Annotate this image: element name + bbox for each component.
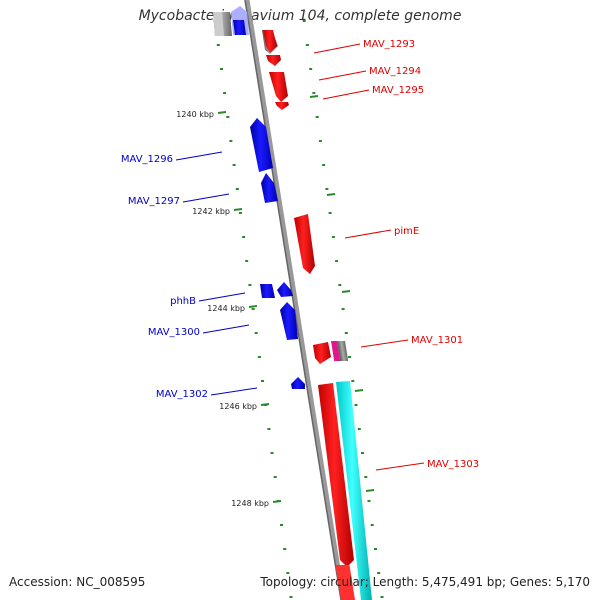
guide-dot: [338, 284, 342, 286]
gene-arrow-mav-1293[interactable]: [263, 30, 277, 53]
guide-dot: [257, 356, 261, 358]
guide-dot: [216, 44, 220, 46]
guide-dot: [351, 380, 355, 382]
guide-dot: [280, 524, 283, 526]
guide-dot: [335, 260, 339, 262]
guide-dot: [374, 548, 377, 550]
guide-dot: [364, 476, 368, 478]
guide-dot: [289, 596, 293, 598]
guide-dot: [270, 452, 274, 454]
scale-ticks: 1240 kbp 1242 kbp 1244 kbp 1246 kbp 1248…: [176, 95, 375, 508]
guide-dot: [357, 428, 361, 430]
guide-dot: [273, 476, 277, 478]
genome-backbone-shade: [244, 0, 342, 600]
reverse-gene-labels: MAV_1296 MAV_1297 phhB MAV_1300 MAV_1302: [121, 151, 258, 400]
gene-label-mav-1300[interactable]: MAV_1300: [148, 327, 200, 338]
guide-dot: [283, 548, 287, 550]
gene-label-mav-1303[interactable]: MAV_1303: [427, 459, 479, 470]
genome-backbone: [244, 0, 346, 600]
guide-dot: [245, 260, 249, 262]
gene-arrow-pime[interactable]: [294, 214, 315, 274]
gene-label-mav-1294[interactable]: MAV_1294: [369, 66, 421, 77]
guide-dot: [254, 332, 258, 334]
guide-dot: [305, 44, 309, 46]
guide-dot: [242, 236, 246, 238]
guide-dot: [370, 524, 374, 526]
guide-dot: [261, 380, 264, 382]
gene-arrow-mav-1300[interactable]: [280, 302, 298, 340]
guide-dot: [348, 356, 352, 358]
guide-dot: [315, 116, 319, 118]
gene-arrow-mav-1295[interactable]: [269, 72, 289, 110]
guide-dot: [354, 404, 358, 406]
guide-dot: [312, 92, 316, 94]
outer-dotted-guide: [302, 20, 384, 598]
gene-label-mav-1297[interactable]: MAV_1297: [128, 196, 180, 207]
tick-label: 1248 kbp: [231, 499, 269, 508]
gene-arrow-mav-1297[interactable]: [261, 173, 278, 203]
gene-label-mav-1293[interactable]: MAV_1293: [363, 39, 415, 50]
gene-label-mav-1302[interactable]: MAV_1302: [156, 389, 208, 400]
gene-arrow-mav-1294[interactable]: [266, 55, 281, 66]
guide-dot: [286, 572, 290, 574]
guide-dot: [309, 68, 313, 70]
guide-dot: [267, 428, 271, 430]
guide-dot: [226, 116, 230, 118]
tick-label: 1242 kbp: [192, 207, 230, 216]
guide-dot: [322, 164, 326, 166]
gene-arrow-mav-1296[interactable]: [250, 118, 273, 172]
guide-dot: [235, 188, 239, 190]
guide-dot: [367, 500, 371, 502]
forward-gene-labels: MAV_1293 MAV_1294 MAV_1295 pimE MAV_1301…: [313, 39, 479, 471]
guide-dot: [331, 236, 335, 238]
gene-arrow-mav-1302[interactable]: [291, 377, 305, 389]
accession-label: Accession: NC_008595: [9, 575, 146, 589]
gene-label-phhb[interactable]: phhB: [170, 296, 196, 307]
guide-dot: [380, 596, 384, 598]
tick-label: 1240 kbp: [176, 110, 214, 119]
genome-summary: Topology: circular; Length: 5,475,491 bp…: [260, 575, 590, 589]
guide-dot: [251, 308, 255, 310]
guide-dot: [223, 92, 227, 94]
gene-label-pime[interactable]: pimE: [394, 226, 419, 237]
guide-dot: [232, 164, 236, 166]
tick-label: 1244 kbp: [207, 304, 245, 313]
guide-dot: [361, 452, 364, 454]
guide-dot: [302, 20, 306, 22]
gene-label-mav-1301[interactable]: MAV_1301: [411, 335, 463, 346]
guide-dot: [328, 212, 332, 214]
gene-arrow-mav-1301[interactable]: [313, 341, 349, 364]
guide-dot: [248, 284, 252, 286]
guide-dot: [229, 140, 233, 142]
gene-arrow-mav-1303[interactable]: [318, 383, 356, 600]
rna-feature-cyan: [336, 381, 372, 600]
guide-dot: [344, 332, 348, 334]
gene-label-mav-1296[interactable]: MAV_1296: [121, 154, 173, 165]
guide-dot: [318, 140, 322, 142]
tick-label: 1246 kbp: [219, 402, 257, 411]
guide-dot: [377, 572, 381, 574]
guide-dot: [341, 308, 345, 310]
guide-dot: [220, 68, 223, 70]
gene-label-mav-1295[interactable]: MAV_1295: [372, 85, 424, 96]
gene-arrow-phhb[interactable]: [260, 282, 293, 298]
guide-dot: [238, 212, 242, 214]
guide-dot: [325, 188, 329, 190]
